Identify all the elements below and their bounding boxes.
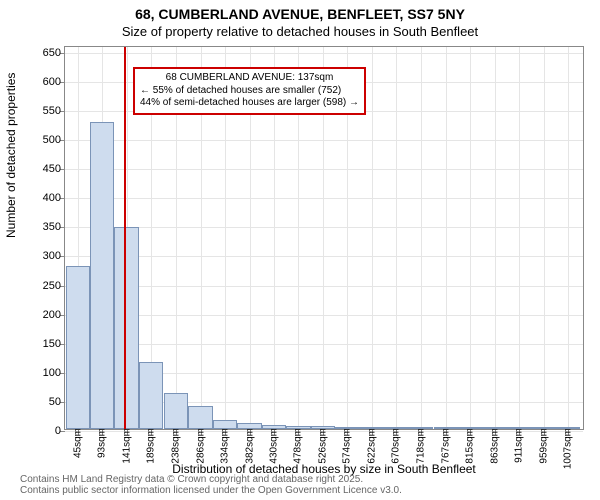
annotation-line-3: 44% of semi-detached houses are larger (… (140, 97, 359, 110)
xtick-label: 238sqm (171, 428, 182, 464)
xtick-label: 670sqm (391, 428, 402, 464)
ytick-label: 300 (31, 250, 61, 262)
ytick-label: 550 (31, 105, 61, 117)
xtick-label: 382sqm (244, 428, 255, 464)
histogram-bar (531, 427, 555, 429)
histogram-bar (262, 425, 286, 429)
xtick-label: 45sqm (72, 428, 83, 458)
histogram-bar (434, 427, 458, 429)
annotation-box: 68 CUMBERLAND AVENUE: 137sqm← 55% of det… (133, 67, 366, 115)
xtick-label: 911sqm (514, 428, 525, 463)
ytick-label: 650 (31, 47, 61, 59)
xtick-label: 478sqm (293, 428, 304, 464)
xtick-label: 286sqm (195, 428, 206, 464)
xtick-label: 622sqm (366, 428, 377, 464)
gridline-v (544, 47, 545, 429)
histogram-bar (188, 406, 212, 429)
histogram-bar (360, 427, 384, 429)
xtick-label: 189sqm (146, 428, 157, 464)
histogram-bar (66, 266, 90, 429)
ytick-label: 400 (31, 192, 61, 204)
xtick-label: 526sqm (317, 428, 328, 464)
gridline-v (519, 47, 520, 429)
xtick-label: 334sqm (220, 428, 231, 464)
histogram-bar (458, 427, 482, 429)
credit-text: Contains HM Land Registry data © Crown c… (20, 474, 402, 496)
gridline-v (495, 47, 496, 429)
y-axis-label: Number of detached properties (4, 73, 18, 238)
histogram-bar (384, 427, 408, 429)
xtick-label: 959sqm (538, 428, 549, 464)
gridline-h (65, 169, 583, 170)
histogram-bar (483, 427, 507, 429)
ytick-label: 600 (31, 76, 61, 88)
ytick-label: 0 (31, 425, 61, 437)
histogram-bar (311, 426, 335, 429)
gridline-v (568, 47, 569, 429)
histogram-bar (90, 122, 114, 429)
gridline-v (372, 47, 373, 429)
xtick-label: 863sqm (489, 428, 500, 464)
plot-area: 0501001502002503003504004505005506006504… (64, 46, 584, 430)
gridline-h (65, 198, 583, 199)
gridline-h (65, 140, 583, 141)
ytick-label: 450 (31, 163, 61, 175)
histogram-bar (139, 362, 163, 429)
gridline-v (421, 47, 422, 429)
annotation-line-2: ← 55% of detached houses are smaller (75… (140, 85, 359, 98)
histogram-bar (556, 427, 580, 429)
ytick-label: 250 (31, 280, 61, 292)
histogram-bar (409, 427, 433, 429)
gridline-v (470, 47, 471, 429)
gridline-h (65, 53, 583, 54)
ytick-label: 200 (31, 309, 61, 321)
ytick-label: 150 (31, 338, 61, 350)
histogram-bar (286, 426, 310, 429)
ytick-label: 50 (31, 396, 61, 408)
xtick-label: 718sqm (415, 428, 426, 464)
xtick-label: 430sqm (269, 428, 280, 464)
xtick-label: 815sqm (465, 428, 476, 464)
gridline-v (446, 47, 447, 429)
ytick-label: 100 (31, 367, 61, 379)
gridline-v (396, 47, 397, 429)
credit-line-1: Contains HM Land Registry data © Crown c… (20, 474, 402, 485)
xtick-label: 767sqm (440, 428, 451, 464)
xtick-label: 93sqm (97, 428, 108, 458)
histogram-bar (335, 427, 359, 429)
gridline-h (65, 286, 583, 287)
xtick-label: 141sqm (121, 428, 132, 464)
xtick-label: 574sqm (342, 428, 353, 464)
ytick-label: 500 (31, 134, 61, 146)
histogram-bar (213, 420, 237, 429)
gridline-h (65, 256, 583, 257)
credit-line-2: Contains public sector information licen… (20, 485, 402, 496)
marker-line (124, 47, 126, 429)
histogram-bar (507, 427, 531, 429)
chart-subtitle: Size of property relative to detached ho… (0, 24, 600, 39)
gridline-h (65, 344, 583, 345)
gridline-h (65, 315, 583, 316)
histogram-bar (164, 393, 188, 429)
annotation-line-1: 68 CUMBERLAND AVENUE: 137sqm (140, 72, 359, 85)
gridline-h (65, 227, 583, 228)
histogram-bar (237, 423, 261, 429)
chart-title: 68, CUMBERLAND AVENUE, BENFLEET, SS7 5NY (0, 6, 600, 22)
ytick-label: 350 (31, 221, 61, 233)
histogram-bar (114, 227, 138, 429)
